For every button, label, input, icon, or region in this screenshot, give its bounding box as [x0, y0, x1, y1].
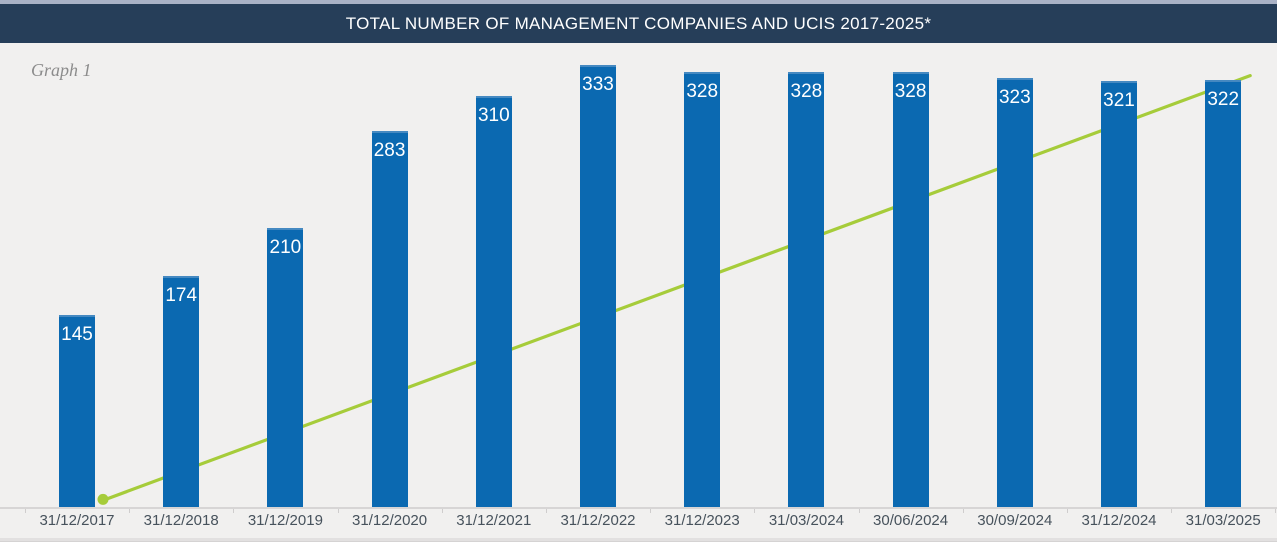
x-axis-line: [0, 507, 1277, 509]
bar: [1101, 80, 1137, 507]
axis-tick-mark: [1066, 509, 1068, 513]
axis-tick-mark: [754, 509, 756, 513]
axis-tick-mark: [24, 509, 26, 513]
x-axis-tick-label: 31/12/2022: [560, 512, 636, 529]
axis-tick-mark: [962, 509, 964, 513]
graph-number-label: Graph 1: [31, 60, 92, 80]
bar: [684, 71, 721, 507]
bar: [163, 276, 200, 507]
axis-tick-mark: [1275, 509, 1277, 513]
axis-tick-mark: [650, 509, 652, 513]
bar-value-label: 322: [1207, 88, 1240, 110]
x-axis-tick-label: 30/06/2024: [873, 512, 949, 529]
axis-tick-mark: [129, 509, 131, 513]
bar: [996, 78, 1033, 507]
axis-tick-mark: [441, 509, 443, 513]
bar-value-label: 174: [165, 285, 198, 307]
bar: [267, 228, 304, 507]
bar-value-label: 321: [1103, 89, 1135, 111]
axis-tick-mark: [337, 509, 339, 513]
bar-value-label: 310: [477, 104, 510, 126]
bar: [59, 314, 95, 507]
bar: [475, 95, 512, 507]
bar-value-label: 328: [894, 80, 927, 102]
x-axis-tick-label: 31/12/2020: [352, 512, 428, 529]
axis-tick-mark: [858, 509, 860, 513]
bar: [1205, 79, 1242, 507]
x-axis-tick-label: 31/03/2024: [768, 512, 844, 529]
trend-line-start-dot: [97, 493, 109, 505]
chart-title-bar: TOTAL NUMBER OF MANAGEMENT COMPANIES AND…: [0, 4, 1277, 43]
bar-value-label: 323: [998, 87, 1031, 109]
x-axis-tick-label: 31/12/2024: [1081, 512, 1157, 529]
top-accent-strip: [0, 0, 1277, 4]
bar: [371, 131, 408, 507]
bar: [788, 71, 825, 507]
x-axis-tick-label: 31/12/2023: [664, 512, 740, 529]
bar-value-label: 328: [790, 80, 823, 102]
bar-value-label: 283: [373, 140, 406, 162]
x-axis-tick-label: 31/12/2019: [247, 512, 323, 529]
axis-tick-mark: [545, 509, 547, 513]
axis-tick-mark: [233, 509, 235, 513]
bar-value-label: 333: [582, 74, 614, 95]
x-axis-tick-label: 31/12/2018: [143, 512, 219, 529]
bar: [892, 71, 929, 507]
x-axis-tick-label: 31/12/2017: [39, 512, 115, 529]
bar-value-label: 210: [269, 237, 302, 259]
chart-title: TOTAL NUMBER OF MANAGEMENT COMPANIES AND…: [345, 13, 932, 33]
bar-value-label: 145: [61, 323, 93, 345]
x-axis-tick-label: 31/03/2025: [1185, 512, 1261, 529]
x-axis-tick-label: 31/12/2021: [456, 512, 532, 529]
bar-value-label: 328: [686, 80, 719, 102]
x-axis-tick-label: 30/09/2024: [977, 512, 1053, 529]
axis-tick-mark: [1171, 509, 1173, 513]
bar: [580, 65, 616, 507]
